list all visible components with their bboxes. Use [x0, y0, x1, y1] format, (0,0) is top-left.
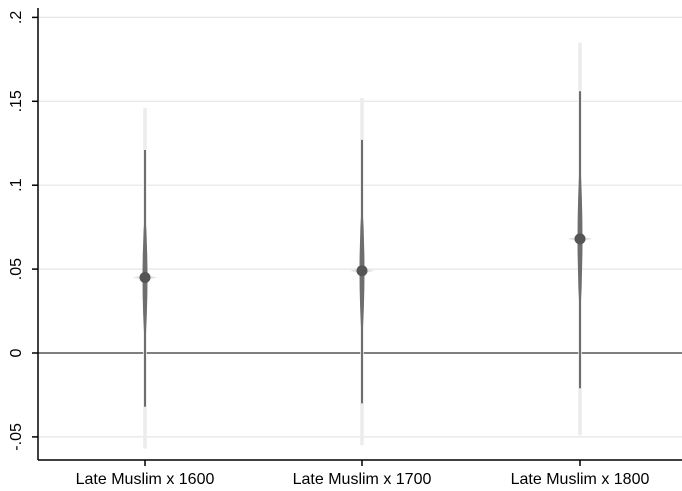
x-category-label: Late Muslim x 1800 — [511, 471, 650, 488]
x-category-labels: Late Muslim x 1600 Late Muslim x 1700 Late… — [76, 471, 650, 488]
x-category-label: Late Muslim x 1600 — [76, 471, 215, 488]
estimate-group — [350, 97, 374, 446]
y-tick-label: .2 — [8, 11, 25, 24]
axes — [32, 8, 682, 466]
x-category-label: Late Muslim x 1700 — [293, 471, 432, 488]
y-tick-label: .05 — [8, 258, 25, 280]
y-tick-label: 0 — [8, 348, 25, 357]
point-estimate — [356, 265, 368, 277]
point-estimate — [574, 233, 586, 245]
estimate-group — [568, 42, 592, 436]
y-tick-label: -.05 — [8, 423, 25, 451]
estimate-marks — [133, 42, 592, 449]
y-tick-label: .1 — [8, 178, 25, 191]
point-estimate — [139, 271, 151, 283]
grid-lines — [38, 16, 682, 438]
y-tick-label: .15 — [8, 90, 25, 112]
y-tick-labels: -.05 0 .05 .1 .15 .2 — [8, 11, 25, 451]
estimate-group — [133, 108, 157, 449]
